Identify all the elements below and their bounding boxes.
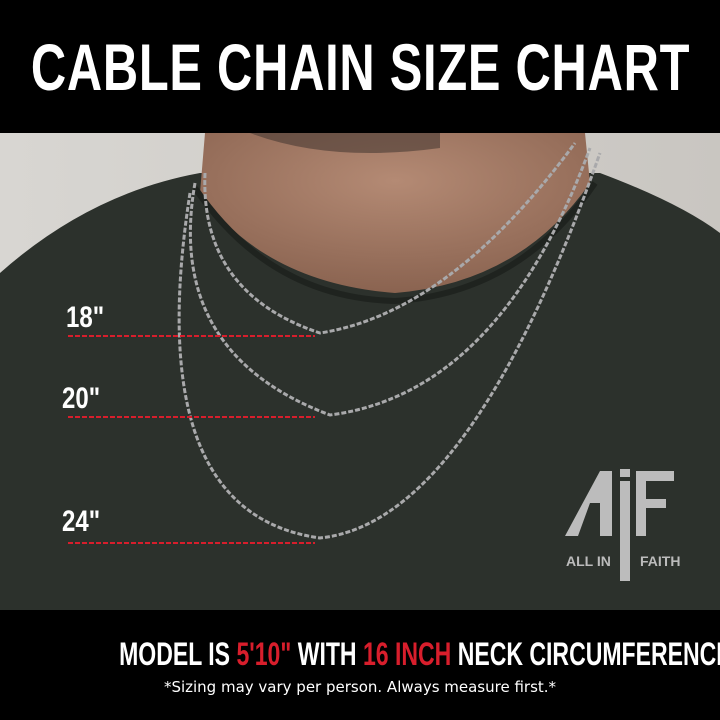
neck-size: 16 INCH xyxy=(362,636,452,672)
logo-text-right: FAITH xyxy=(640,553,680,569)
size-label-20: 20" xyxy=(62,382,101,415)
chain-20 xyxy=(188,147,592,417)
model-text: NECK CIRCUMFERENCE xyxy=(451,636,720,672)
size-label-18: 18" xyxy=(66,301,105,334)
model-info: MODEL IS 5'10" WITH 16 INCH NECK CIRCUMF… xyxy=(0,636,720,673)
chain-18 xyxy=(203,142,577,335)
aif-logo xyxy=(565,469,674,581)
size-label-24: 24" xyxy=(62,505,101,538)
photo-illustration: ALL IN FAITH xyxy=(0,133,720,610)
page-title: CABLE CHAIN SIZE CHART xyxy=(30,29,690,104)
footer: MODEL IS 5'10" WITH 16 INCH NECK CIRCUMF… xyxy=(0,610,720,720)
model-photo: ALL IN FAITH 18" 20" 24" xyxy=(0,133,720,610)
model-text: WITH xyxy=(291,636,363,672)
logo-text-left: ALL IN xyxy=(566,553,611,569)
model-text: MODEL IS xyxy=(119,636,237,672)
chain-24 xyxy=(177,152,602,540)
header: CABLE CHAIN SIZE CHART xyxy=(0,0,720,133)
model-height: 5'10" xyxy=(236,636,292,672)
sizing-note: *Sizing may vary per person. Always meas… xyxy=(163,678,557,696)
